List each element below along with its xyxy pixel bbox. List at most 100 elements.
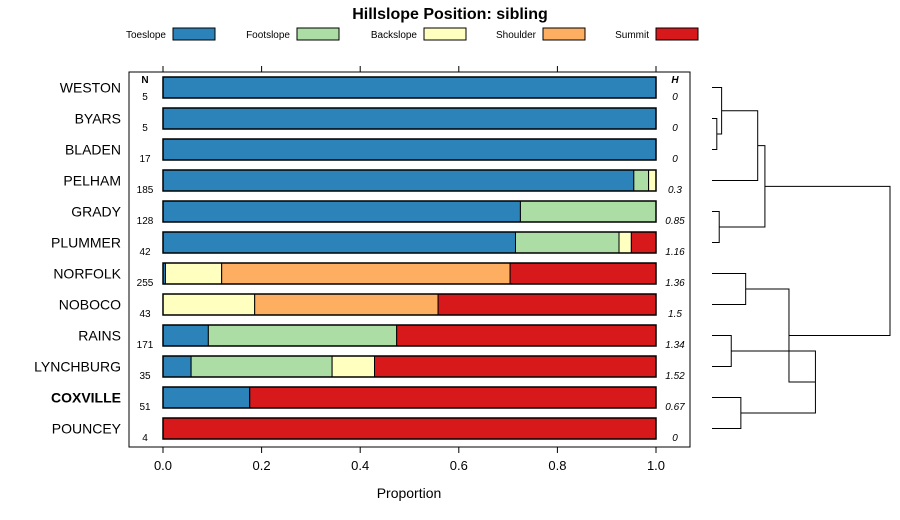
n-value: 4: [142, 433, 148, 444]
bar-segment-summit: [373, 355, 657, 378]
bar-rows: WESTON 5 0 BYARS 5 0 BLADEN 17 0 PELHAM 185 0.3 GRAD…: [34, 76, 685, 444]
bar-segment-toeslope: [162, 76, 657, 99]
bar-outline: [162, 138, 657, 161]
legend-label-backslope: Backslope: [371, 30, 418, 41]
n-value: 5: [142, 123, 148, 134]
h-column-header: H: [671, 75, 679, 86]
row-grady: GRADY 128 0.85: [71, 200, 685, 227]
h-value: 1.5: [668, 309, 682, 320]
category-label: BLADEN: [65, 142, 121, 158]
bar-segment-backslope: [648, 169, 657, 192]
dendrogram-link: [712, 118, 718, 150]
legend-swatch-summit: [655, 27, 699, 41]
bar-outline: [162, 386, 657, 409]
tick-label-5: 1.0: [647, 458, 665, 473]
bar-segment-shoulder: [221, 262, 511, 285]
category-label: NORFOLK: [53, 266, 121, 282]
legend-swatch-toeslope: [172, 27, 216, 41]
category-label: BYARS: [75, 111, 121, 127]
row-bladen: BLADEN 17 0: [65, 138, 678, 165]
n-value: 185: [137, 185, 154, 196]
dendrogram-link: [712, 335, 732, 367]
bar-segment-footslope: [190, 355, 333, 378]
bar-outline: [162, 417, 657, 440]
legend-label-shoulder: Shoulder: [496, 30, 537, 41]
h-value: 1.34: [665, 340, 685, 351]
bar-outline: [162, 200, 657, 223]
row-byars: BYARS 5 0: [75, 107, 678, 134]
bar-segment-toeslope: [162, 386, 251, 409]
h-value: 0.67: [665, 402, 685, 413]
row-coxville: COXVILLE 51 0.67: [51, 386, 685, 413]
bar-segment-toeslope: [162, 355, 192, 378]
category-label: LYNCHBURG: [34, 359, 121, 375]
category-label: POUNCEY: [52, 421, 122, 437]
n-value: 43: [139, 309, 151, 320]
category-label: COXVILLE: [51, 390, 121, 406]
legend-label-footslope: Footslope: [246, 30, 290, 41]
bar-outline: [162, 76, 657, 99]
n-value: 51: [139, 402, 151, 413]
dendrogram-link: [712, 211, 720, 243]
bar-segment-summit: [396, 324, 657, 347]
x-axis-title: Proportion: [377, 485, 442, 501]
bar-outline: [162, 262, 657, 285]
legend-swatch-shoulder: [542, 27, 586, 41]
bar-segment-toeslope: [162, 231, 516, 254]
tick-label-2: 0.4: [351, 458, 369, 473]
bar-segment-backslope: [164, 262, 223, 285]
bar-segment-summit: [249, 386, 657, 409]
bar-segment-footslope: [207, 324, 398, 347]
dendrogram-link: [712, 397, 742, 429]
h-value: 0.3: [668, 185, 682, 196]
category-label: PLUMMER: [51, 235, 121, 251]
tick-label-4: 0.8: [548, 458, 566, 473]
h-value: 0: [672, 123, 678, 134]
bar-outline: [162, 324, 657, 347]
dendrogram-link: [764, 185, 891, 336]
plot-frame: [128, 71, 691, 448]
bar-segment-summit: [509, 262, 657, 285]
n-column-header: N: [141, 75, 148, 86]
n-value: 171: [137, 340, 154, 351]
n-value: 17: [139, 154, 151, 165]
category-label: RAINS: [78, 328, 121, 344]
category-label: WESTON: [60, 80, 121, 96]
row-norfolk: NORFOLK 255 1.36: [53, 262, 685, 289]
bar-segment-footslope: [514, 231, 620, 254]
bar-segment-shoulder: [254, 293, 439, 316]
n-value: 35: [139, 371, 151, 382]
bar-outline: [162, 169, 657, 192]
row-pouncey: POUNCEY 4 0: [52, 417, 678, 444]
bar-segment-toeslope: [162, 169, 635, 192]
n-value: 255: [137, 278, 154, 289]
row-rains: RAINS 171 1.34: [78, 324, 685, 351]
bar-outline: [162, 293, 657, 316]
row-lynchburg: LYNCHBURG 35 1.52: [34, 355, 685, 382]
top-axis: [162, 66, 657, 72]
h-value: 0.85: [665, 216, 685, 227]
tick-label-3: 0.6: [450, 458, 468, 473]
n-value: 128: [137, 216, 154, 227]
bar-segment-toeslope: [162, 200, 521, 223]
bar-segment-summit: [630, 231, 657, 254]
legend-swatch-footslope: [296, 27, 340, 41]
bar-segment-backslope: [331, 355, 375, 378]
bar-segment-toeslope: [162, 324, 209, 347]
category-label: GRADY: [71, 204, 121, 220]
h-value: 1.16: [665, 247, 685, 258]
x-axis: 0.0 0.2 0.4 0.6 0.8 1.0: [154, 447, 665, 473]
bar-outline: [162, 107, 657, 130]
bar-outline: [162, 231, 657, 254]
row-noboco: NOBOCO 43 1.5: [59, 293, 682, 320]
row-plummer: PLUMMER 42 1.16: [51, 231, 685, 258]
legend-label-toeslope: Toeslope: [126, 30, 166, 41]
bar-segment-summit: [162, 417, 657, 440]
h-value: 0: [672, 92, 678, 103]
bar-segment-toeslope: [162, 138, 657, 161]
bar-segment-toeslope: [162, 107, 657, 130]
n-value: 42: [139, 247, 151, 258]
bar-segment-backslope: [618, 231, 632, 254]
legend: Toeslope Footslope Backslope Shoulder Summit: [126, 27, 699, 41]
